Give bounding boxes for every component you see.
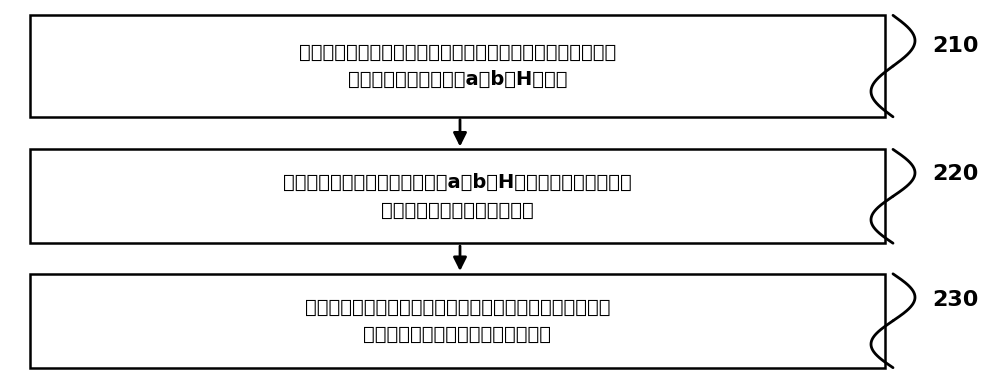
Text: 220: 220 xyxy=(932,164,978,184)
Text: 根据三个基站到达待定位移动终端的距离差与预设定位方程: 根据三个基站到达待定位移动终端的距离差与预设定位方程 xyxy=(305,298,610,317)
Text: 根据三个基站的预设空间坐标（a，b，H）信息，获取三个基站: 根据三个基站的预设空间坐标（a，b，H）信息，获取三个基站 xyxy=(283,173,632,192)
Text: 230: 230 xyxy=(932,290,978,309)
Text: 系中的预设空间坐标（a，b，H）信息: 系中的预设空间坐标（a，b，H）信息 xyxy=(348,70,567,89)
FancyBboxPatch shape xyxy=(30,274,885,368)
Text: 组，获取待定位移动终端的位置信息: 组，获取待定位移动终端的位置信息 xyxy=(364,325,552,344)
FancyBboxPatch shape xyxy=(30,149,885,243)
Text: 获取接收到待定位移动终端发射信号的三个基站的在预设坐标: 获取接收到待定位移动终端发射信号的三个基站的在预设坐标 xyxy=(299,43,616,62)
FancyBboxPatch shape xyxy=(30,15,885,117)
Text: 210: 210 xyxy=(932,36,978,56)
Text: 到达待定位移动终端的距离差: 到达待定位移动终端的距离差 xyxy=(381,200,534,219)
